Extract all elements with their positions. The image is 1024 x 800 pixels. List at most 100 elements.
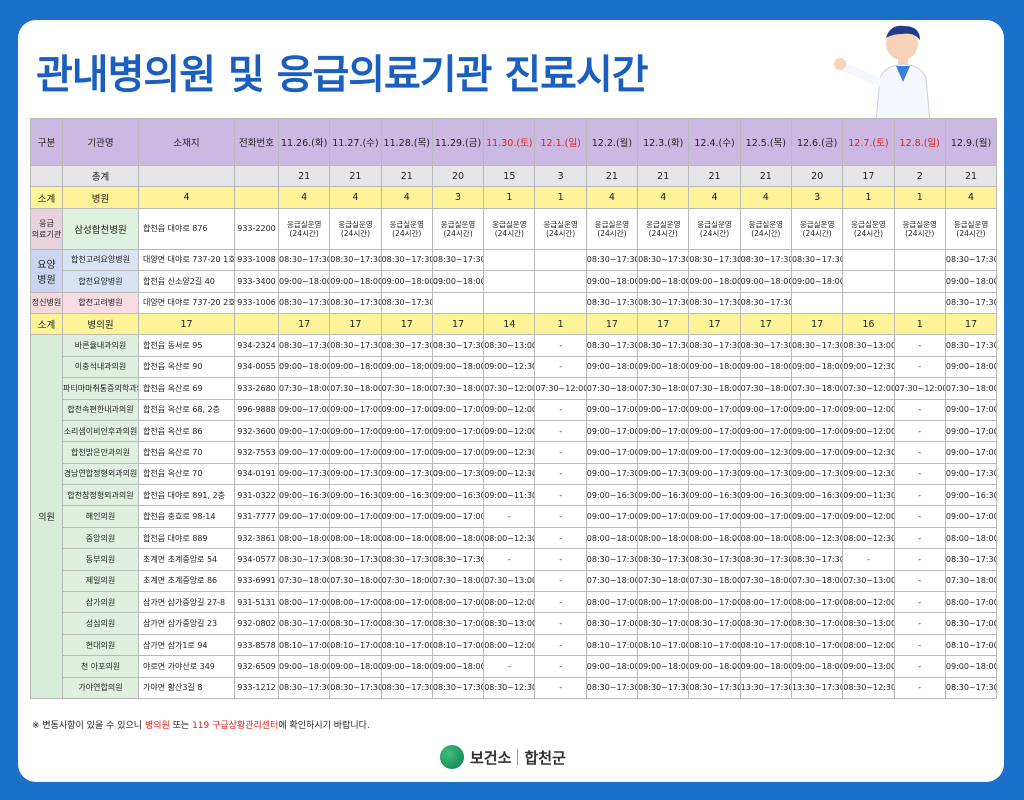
footer-logo: 보건소 합천군 — [440, 745, 566, 769]
hours-cell: 09:00~18:00 — [431, 270, 485, 293]
hours-cell: 09:00~17:00 — [739, 505, 792, 528]
hours-cell: 09:00~18:00 — [431, 355, 485, 379]
institution-name: 제일의원 — [62, 569, 139, 593]
hours-cell: 09:00~17:00 — [944, 419, 998, 443]
hours-cell: 08:00~17:00 — [944, 591, 998, 614]
count-cell: 4 — [944, 186, 998, 209]
hours-cell: 07:30~18:00 — [277, 377, 331, 400]
hours-cell: 08:00~17:00 — [739, 591, 792, 614]
logo-right-text: 합천군 — [524, 748, 566, 767]
hours-cell: 08:00~18:00 — [431, 526, 485, 550]
phone-cell: 932-6509 — [234, 655, 279, 678]
hours-cell: 07:30~18:00 — [790, 569, 844, 593]
hours-cell: 08:30~17:30 — [790, 334, 844, 357]
hours-cell: 08:10~17:00 — [688, 633, 741, 657]
phone-cell: 933-1006 — [234, 291, 279, 314]
hours-cell: 08:30~17:00 — [790, 612, 844, 635]
hours-cell: - — [534, 569, 587, 593]
hours-cell: 응급실운영 (24시간) — [944, 207, 998, 250]
hours-cell: 09:00~18:00 — [277, 355, 331, 379]
institution-name: 경남연합정형외과의원 — [62, 462, 139, 486]
hours-cell: 08:30~17:30 — [637, 548, 690, 571]
hours-cell: 08:30~17:00 — [431, 612, 485, 635]
phone-cell: 932-3861 — [234, 526, 279, 550]
hours-cell: 09:00~17:00 — [739, 398, 792, 421]
hours-cell: 07:30~18:00 — [944, 377, 998, 400]
clinic-row: 소리샘이비인후과의원 합천읍 옥산로 86 932-3600 09:00~17:00 0… — [31, 419, 998, 443]
hours-cell: - — [534, 633, 587, 657]
count-cell: 21 — [277, 164, 331, 188]
institution-name: 합천속편한내과의원 — [62, 398, 139, 421]
clinic-subtotal-row: 소계 병의원 17 17 17 17 17 14 1 17 17 17 17 17 16 1 17 — [30, 312, 998, 336]
phone-cell: 996-9888 — [234, 398, 279, 421]
hours-cell — [431, 291, 485, 314]
hours-cell: 09:00~17:00 — [277, 505, 331, 528]
hours-cell: 08:30~17:30 — [329, 291, 382, 314]
count-cell: 1 — [483, 186, 536, 209]
hours-cell: 08:00~17:00 — [688, 591, 741, 614]
hours-cell: 09:00~18:00 — [944, 270, 998, 293]
hours-cell: 08:30~17:30 — [637, 676, 690, 699]
clinic-row: 의원 바른율내과의원 합천읍 동서로 95 934-2324 08:30~17:30 08… — [30, 334, 998, 699]
count-cell: 1 — [893, 186, 946, 209]
count-cell: 4 — [637, 186, 690, 209]
hours-cell: 07:30~12:00 — [534, 377, 587, 400]
hours-cell: 09:00~12:00 — [842, 505, 895, 528]
count-cell: 1 — [534, 186, 587, 209]
header-cell: 11.29.(금) — [431, 118, 485, 166]
hours-cell: - — [893, 655, 946, 678]
hours-cell: 08:30~17:30 — [585, 334, 639, 357]
subtotal-count: 17 — [138, 312, 235, 336]
hours-cell: 09:00~18:00 — [329, 655, 382, 678]
clinic-row: 파티마마취통증의학과의원합천읍 옥산로 69933-268007:30~18:0… — [31, 377, 998, 400]
hours-cell: 09:00~17:00 — [688, 398, 741, 421]
hours-cell: 09:00~18:00 — [329, 355, 382, 379]
hours-cell: 07:30~13:00 — [483, 569, 536, 593]
phone-cell: 933-1008 — [234, 248, 279, 272]
hours-cell: 09:00~12:00 — [483, 419, 536, 443]
header-cell: 소재지 — [138, 118, 235, 166]
hours-cell: 09:00~12:30 — [483, 462, 536, 486]
hours-cell: 07:30~12:00 — [893, 377, 946, 400]
count-cell: 14 — [483, 312, 536, 336]
hours-cell: 09:00~18:00 — [431, 655, 485, 678]
hours-cell: 09:00~17:00 — [688, 505, 741, 528]
hours-cell: 08:00~18:00 — [329, 526, 382, 550]
phone-cell: 932-7553 — [234, 441, 279, 464]
total-row: 총계 21 21 21 20 15 3 21 21 21 21 20 17 2 21 — [30, 164, 998, 188]
hours-cell: 08:30~17:30 — [380, 291, 433, 314]
hours-cell: 08:30~17:30 — [637, 248, 690, 272]
hours-cell: 09:00~18:00 — [380, 355, 433, 379]
clinic-row: 삼가의원 삼가면 삼가중앙길 27-8 931-5131 08:00~17:00 08:… — [31, 591, 998, 614]
hours-cell: 08:30~17:30 — [380, 548, 433, 571]
hours-cell: 08:30~17:30 — [585, 248, 639, 272]
hours-cell: 09:00~18:00 — [688, 270, 741, 293]
hours-cell: 08:00~18:00 — [688, 526, 741, 550]
hours-cell: 08:30~17:30 — [329, 334, 382, 357]
hours-cell: 09:00~18:00 — [585, 655, 639, 678]
phone-cell: 933-2680 — [234, 377, 279, 400]
hours-cell: 응급실운영 (24시간) — [431, 207, 485, 250]
note-highlight-hospital: 병의원 — [144, 721, 170, 731]
clinic-row: 제일의원 초계면 초계중앙로 86 933-6991 07:30~18:00 07:30… — [31, 569, 998, 593]
hours-cell: 09:00~12:30 — [483, 441, 536, 464]
institution-name: 합천고려병원 — [62, 291, 139, 314]
institution-name: 합천고려요양병원 — [62, 248, 139, 272]
count-cell: 3 — [790, 186, 844, 209]
hours-cell: 09:00~17:30 — [380, 462, 433, 486]
hours-cell: 09:00~17:00 — [944, 441, 998, 464]
institution-name: 성심의원 — [62, 612, 139, 635]
hours-cell: - — [893, 484, 946, 507]
emergency-row: 응급 의료기관 삼성합천병원 합천읍 대야로 876 933-2200 응급실운영 (24시… — [30, 207, 998, 250]
hours-cell: - — [893, 334, 946, 357]
hours-cell — [534, 270, 587, 293]
header-cell: 구분 — [30, 118, 63, 166]
hours-cell: 09:00~17:30 — [431, 462, 485, 486]
note-highlight-119: 119 구급상황관리센터 — [192, 721, 279, 731]
hours-cell: 09:00~17:00 — [277, 419, 331, 443]
count-cell: 21 — [944, 164, 998, 188]
hours-cell: 09:00~17:30 — [277, 462, 331, 486]
hours-cell: 08:10~17:00 — [739, 633, 792, 657]
institution-name: 천 아포의원 — [62, 655, 139, 678]
hours-cell: 09:00~16:30 — [329, 484, 382, 507]
